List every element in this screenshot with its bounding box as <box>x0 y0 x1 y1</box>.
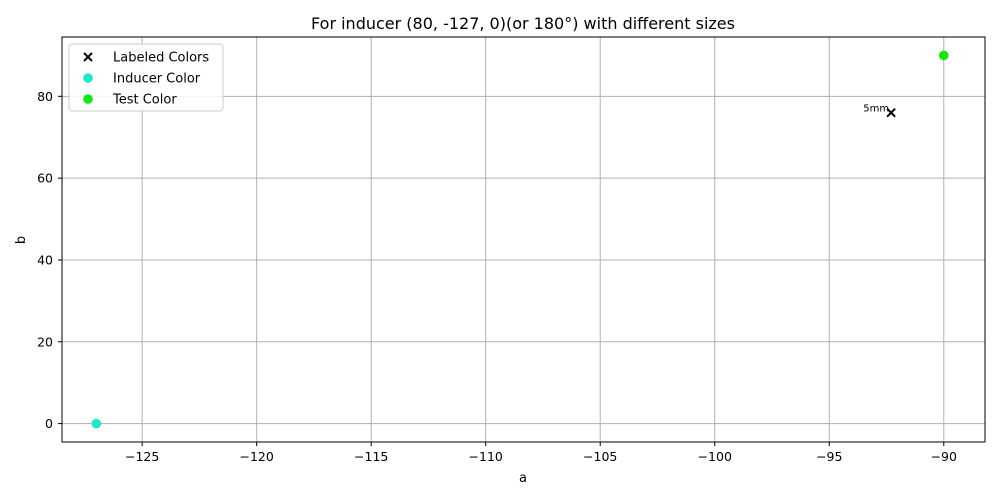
point-annotation: 5mm <box>863 104 889 115</box>
legend-marker-labeled-colors <box>83 52 93 62</box>
y-axis-label: b <box>14 236 29 244</box>
x-tick-label: −110 <box>469 449 503 464</box>
labeled-colors-point <box>886 107 896 118</box>
y-tick-label: 40 <box>37 252 53 267</box>
y-tick-label: 20 <box>37 334 53 349</box>
y-tick-label: 0 <box>45 416 53 431</box>
legend-label-test-color: Test Color <box>112 93 177 108</box>
grid <box>62 37 985 442</box>
legend-label-labeled-colors: Labeled Colors <box>113 51 209 66</box>
x-tick-label: −100 <box>698 449 732 464</box>
plot-frame <box>61 36 986 443</box>
x-axis-label: a <box>519 471 527 486</box>
legend-marker-inducer-color <box>83 73 93 83</box>
axis-ticks: −125 −120 −115 −110 −105 −100 −95 −90 0 20 40 60 80 <box>37 89 957 464</box>
y-tick-label: 80 <box>37 89 53 104</box>
x-tick-label: −95 <box>816 449 842 464</box>
chart-title: For inducer (80, -127, 0)(or 180°) with … <box>311 14 735 33</box>
legend-label-inducer-color: Inducer Color <box>113 72 201 87</box>
test-color-point <box>938 50 949 61</box>
x-tick-label: −115 <box>354 449 388 464</box>
data-points: 5mm <box>91 50 949 429</box>
y-tick-label: 60 <box>37 171 53 186</box>
legend-box <box>68 43 224 112</box>
x-tick-label: −125 <box>125 449 159 464</box>
x-tick-label: −120 <box>240 449 274 464</box>
inducer-color-point <box>91 418 102 429</box>
legend-marker-test-color <box>83 94 93 104</box>
legend: Labeled Colors Inducer Color Test Color <box>68 43 224 112</box>
x-tick-label: −90 <box>931 449 957 464</box>
x-tick-label: −105 <box>583 449 617 464</box>
